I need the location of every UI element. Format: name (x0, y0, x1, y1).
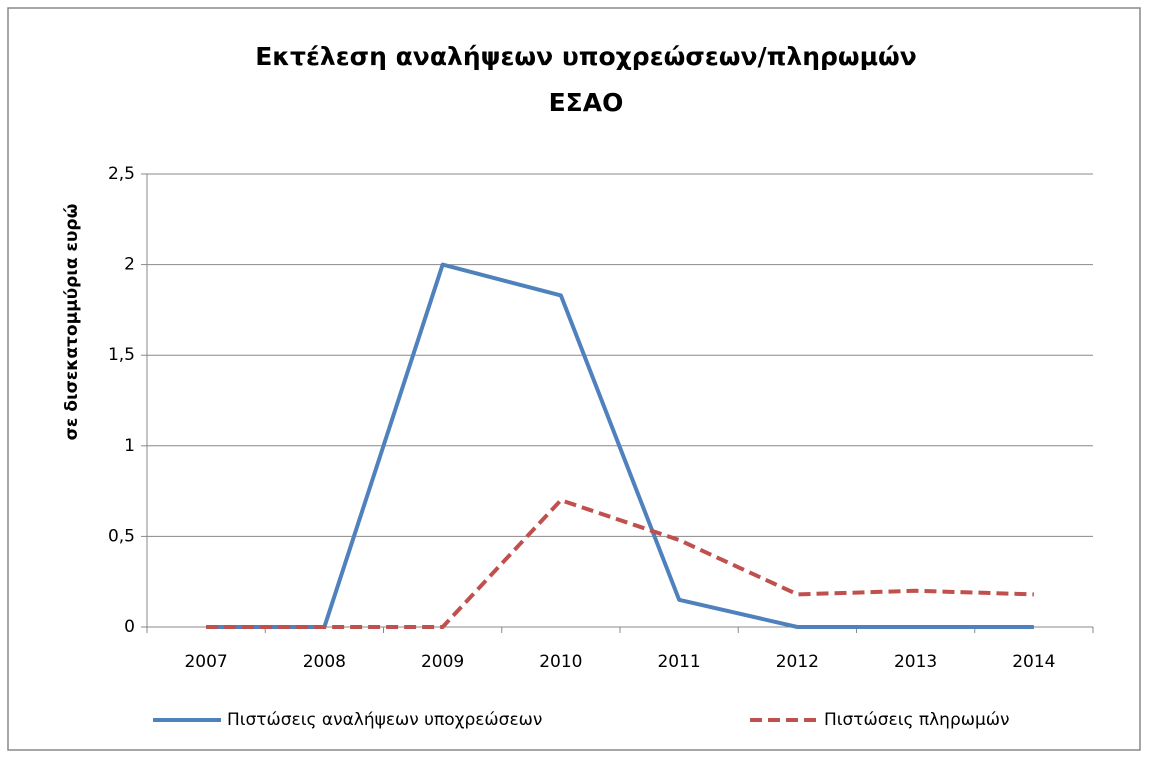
y-tick-label: 2,5 (108, 164, 135, 184)
x-tick-label: 2007 (184, 652, 227, 672)
chart-title: Εκτέλεση αναλήψεων υποχρεώσεων/πληρωμών (255, 42, 917, 71)
y-tick-label: 0,5 (108, 526, 135, 546)
y-tick-label: 1 (124, 436, 135, 456)
chart-border (7, 7, 1141, 751)
y-tick-label: 0 (124, 617, 135, 637)
x-tick-label: 2013 (894, 652, 937, 672)
x-tick-label: 2010 (539, 652, 582, 672)
y-axis-title: σε δισεκατομμύρια ευρώ (62, 203, 82, 440)
legend-label: Πιστώσεις αναλήψεων υποχρεώσεων (227, 710, 542, 730)
x-tick-label: 2009 (421, 652, 464, 672)
x-tick-label: 2014 (1012, 652, 1055, 672)
chart-title: ΕΣΑΟ (549, 88, 624, 117)
series-line (206, 498, 1034, 629)
y-tick-label: 2 (124, 255, 135, 275)
series-line (206, 262, 1034, 629)
y-tick-label: 1,5 (108, 345, 135, 365)
legend-label: Πιστώσεις πληρωμών (824, 710, 1010, 730)
x-tick-label: 2012 (776, 652, 819, 672)
x-tick-label: 2008 (303, 652, 346, 672)
x-tick-label: 2011 (657, 652, 700, 672)
